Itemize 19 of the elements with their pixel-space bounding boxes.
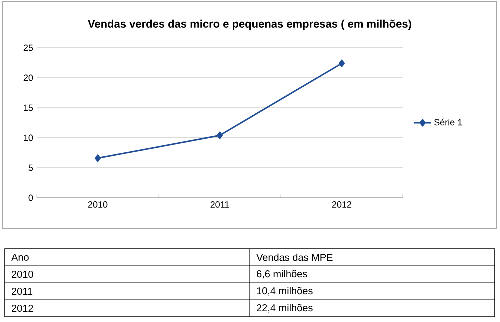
category-label: 2011 (12, 288, 33, 296)
legend-label: Série 1 (434, 118, 462, 126)
y-tick-label: 25 (24, 44, 34, 52)
x-tick-label: 2012 (332, 202, 352, 208)
category-label: 2010 (12, 270, 34, 278)
category-label: 2012 (12, 304, 34, 312)
text: 22,4 milhões (257, 304, 313, 313)
x-tick-label: 2011 (210, 202, 230, 208)
x-tick-label: 2010 (88, 202, 108, 208)
y-tick-label: 10 (24, 134, 34, 142)
y-tick-label: 5 (28, 164, 34, 172)
y-tick-label: 0 (28, 194, 34, 202)
text: Ano (12, 254, 29, 261)
text: 10,4 milhões (257, 287, 313, 296)
text: Vendas das MPE (256, 254, 333, 262)
text: 6,6 milhões (257, 270, 308, 279)
y-tick-label: 15 (24, 104, 34, 112)
y-tick-label: 20 (24, 74, 34, 82)
chart-title: Vendas verdes das micro e pequenas empresas ( em milhões) (88, 20, 412, 30)
